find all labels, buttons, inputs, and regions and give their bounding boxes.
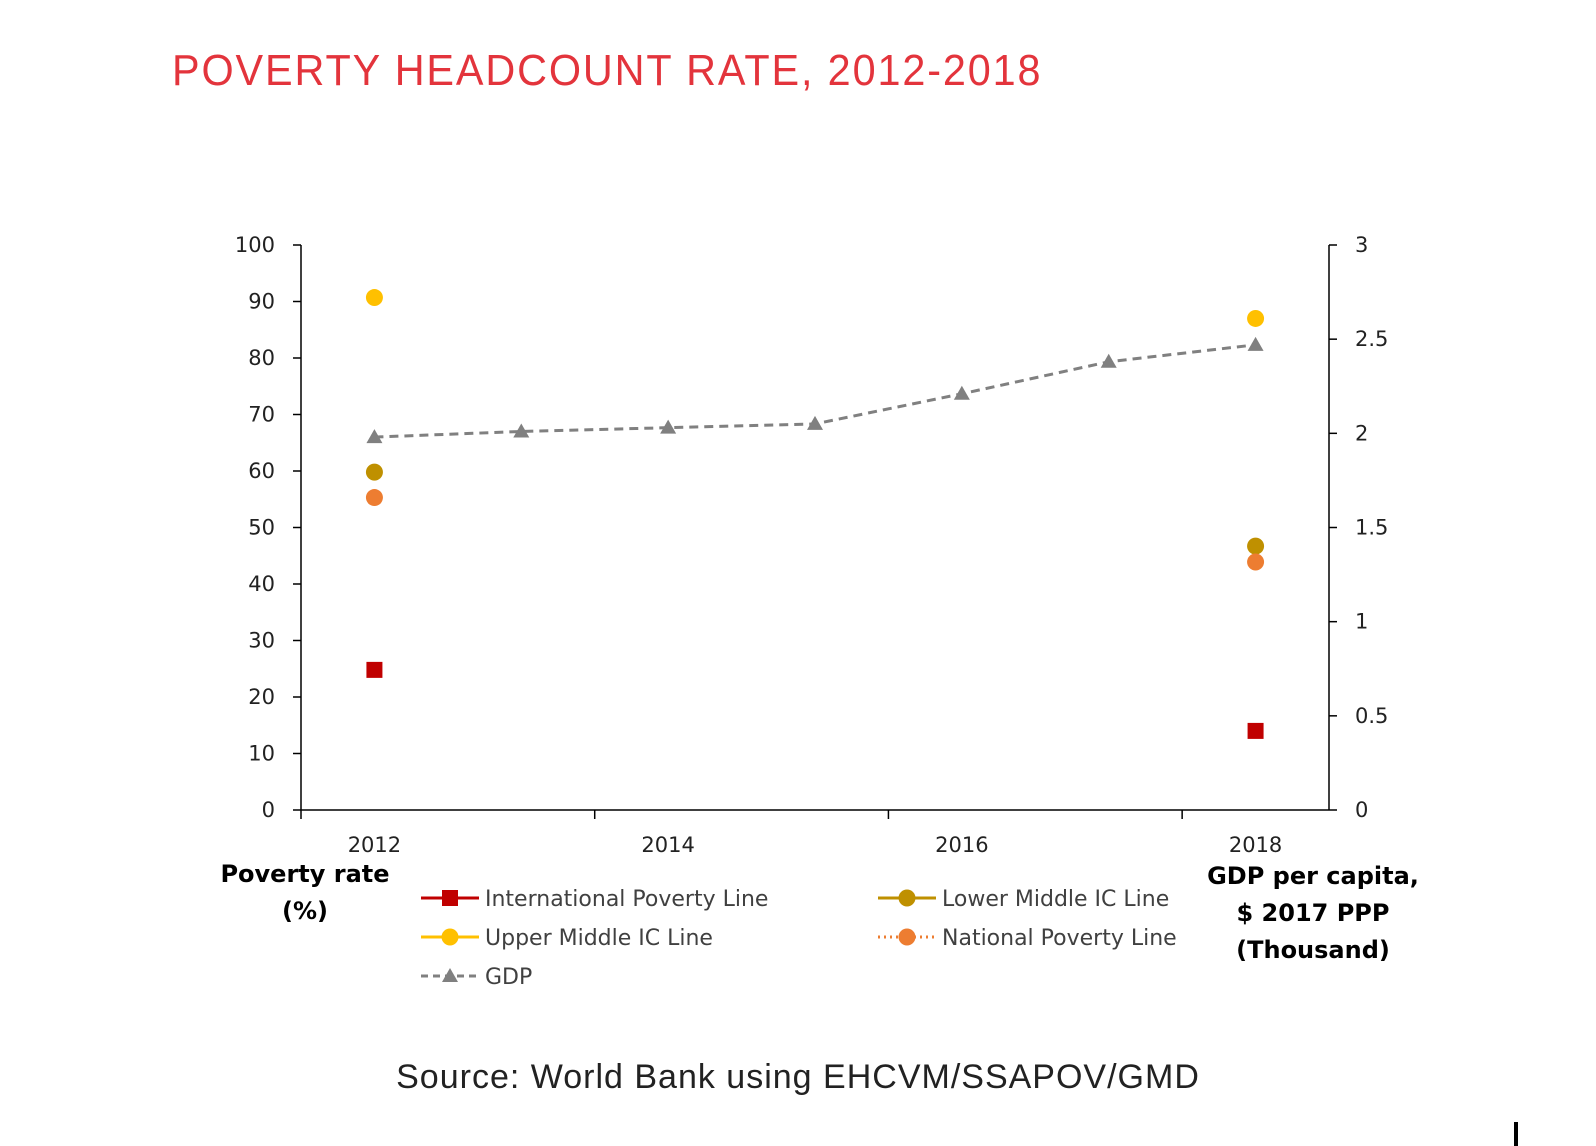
right-axis-title-line-2: $ 2017 PPP — [1236, 899, 1390, 927]
x-tick-label: 2012 — [348, 833, 401, 857]
x-tick-label: 2018 — [1229, 833, 1282, 857]
data-point-national-poverty-line — [365, 489, 383, 507]
left-y-tick-label: 20 — [248, 685, 275, 709]
right-y-tick-label: 1 — [1355, 610, 1368, 634]
source-note: Source: World Bank using EHCVM/SSAPOV/GM… — [396, 1058, 1200, 1096]
data-point-national-poverty-line — [1247, 553, 1265, 571]
legend-label: International Poverty Line — [485, 887, 768, 912]
left-y-tick-label: 90 — [248, 290, 275, 314]
data-point-upper-middle-ic-line — [365, 289, 383, 307]
left-y-tick-label: 50 — [248, 516, 275, 540]
legend-swatch-marker — [898, 928, 916, 946]
right-y-tick-label: 0 — [1355, 798, 1368, 822]
left-y-tick-label: 60 — [248, 459, 275, 483]
data-point-gdp — [1247, 336, 1264, 351]
text-cursor — [1514, 1122, 1518, 1146]
x-tick-label: 2014 — [641, 833, 694, 857]
data-point-gdp — [513, 423, 530, 438]
right-y-tick-label: 1.5 — [1355, 516, 1388, 540]
chart-title: POVERTY HEADCOUNT RATE, 2012-2018 — [172, 46, 1043, 95]
left-y-tick-label: 70 — [248, 403, 275, 427]
legend-label: National Poverty Line — [942, 926, 1177, 951]
left-y-tick-label: 80 — [248, 346, 275, 370]
legend-swatch-marker — [442, 968, 458, 982]
left-y-tick-label: 10 — [248, 742, 275, 766]
left-y-tick-label: 100 — [235, 233, 275, 257]
data-point-gdp — [660, 419, 677, 434]
x-tick-label: 2016 — [935, 833, 988, 857]
data-point-upper-middle-ic-line — [1247, 309, 1265, 327]
left-axis-title: Poverty rate (%) — [205, 856, 405, 930]
data-point-international-poverty-line — [1247, 722, 1264, 739]
data-point-lower-middle-ic-line — [365, 463, 383, 481]
right-y-tick-label: 0.5 — [1355, 704, 1388, 728]
legend-swatch-marker — [898, 889, 916, 907]
data-point-international-poverty-line — [366, 661, 383, 678]
legend-swatch-marker — [441, 928, 459, 946]
right-y-tick-label: 2.5 — [1355, 327, 1388, 351]
legend-swatch-marker — [442, 890, 458, 906]
data-point-gdp — [953, 385, 970, 400]
data-point-lower-middle-ic-line — [1247, 537, 1265, 555]
left-y-tick-label: 30 — [248, 629, 275, 653]
left-axis-title-line-1: Poverty rate — [220, 860, 390, 888]
data-point-gdp — [1100, 353, 1117, 368]
right-y-tick-label: 3 — [1355, 233, 1368, 257]
legend-label: GDP — [485, 965, 532, 990]
left-y-tick-label: 0 — [262, 798, 275, 822]
left-y-tick-label: 40 — [248, 572, 275, 596]
right-y-tick-label: 2 — [1355, 421, 1368, 445]
data-point-gdp — [807, 415, 823, 430]
legend-label: Lower Middle IC Line — [942, 887, 1169, 912]
right-axis-title: GDP per capita, $ 2017 PPP (Thousand) — [1198, 858, 1428, 969]
legend-label: Upper Middle IC Line — [485, 926, 713, 951]
right-axis-title-line-3: (Thousand) — [1236, 936, 1390, 964]
data-point-gdp — [366, 429, 383, 444]
right-axis-title-line-1: GDP per capita, — [1207, 862, 1419, 890]
left-axis-title-line-2: (%) — [282, 897, 328, 925]
